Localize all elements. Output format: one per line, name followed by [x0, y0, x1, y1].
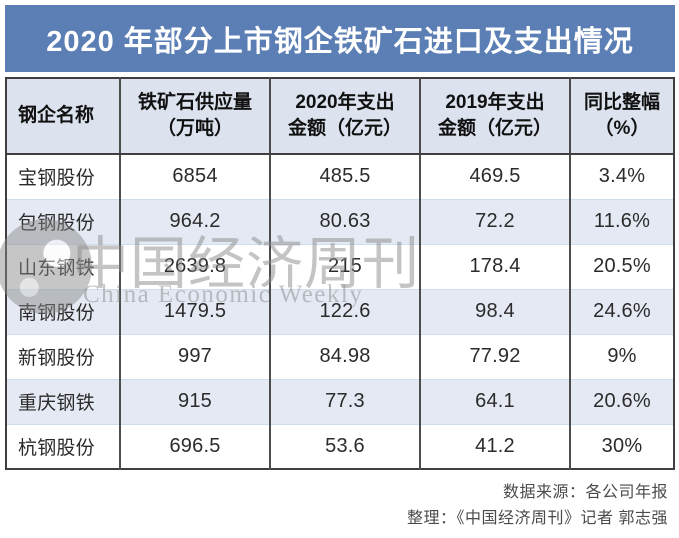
company-name-cell: 包钢股份 — [6, 198, 120, 244]
value-cell: 3.4% — [569, 154, 674, 199]
value-cell: 24.6% — [569, 288, 674, 334]
value-cell: 20.6% — [569, 378, 674, 424]
value-cell: 11.6% — [569, 198, 674, 244]
editor-credit-line: 整理：《中国经济周刊》记者 郭志强 — [407, 510, 668, 527]
value-cell: 997 — [119, 333, 270, 379]
title-bar: 2020 年部分上市钢企铁矿石进口及支出情况 — [5, 5, 675, 72]
company-name-cell: 南钢股份 — [6, 288, 120, 334]
company-name-cell: 杭钢股份 — [6, 423, 120, 469]
value-cell: 964.2 — [119, 198, 270, 244]
value-cell: 72.2 — [419, 198, 570, 244]
value-cell: 1479.5 — [119, 288, 270, 334]
data-table-wrap: 钢企名称 铁矿石供应量 （万吨） 2020年支出 金额（亿元） 2019年支出 … — [5, 77, 675, 470]
header-supply: 铁矿石供应量 （万吨） — [119, 78, 270, 155]
value-cell: 9% — [569, 333, 674, 379]
footer-credits: 数据来源：各公司年报 整理：《中国经济周刊》记者 郭志强 — [407, 480, 668, 532]
table-row: 新钢股份 997 84.98 77.92 9% — [6, 333, 674, 379]
value-cell: 64.1 — [419, 378, 570, 424]
table-row: 宝钢股份 6854 485.5 469.5 3.4% — [6, 154, 674, 199]
value-cell: 6854 — [119, 154, 270, 199]
data-source-line: 数据来源：各公司年报 — [502, 484, 668, 501]
table-row: 包钢股份 964.2 80.63 72.2 11.6% — [6, 198, 674, 244]
header-company: 钢企名称 — [6, 78, 120, 155]
table-header-row: 钢企名称 铁矿石供应量 （万吨） 2020年支出 金额（亿元） 2019年支出 … — [6, 78, 674, 155]
company-name-cell: 新钢股份 — [6, 333, 120, 379]
value-cell: 20.5% — [569, 243, 674, 289]
value-cell: 77.92 — [419, 333, 570, 379]
table-row: 南钢股份 1479.5 122.6 98.4 24.6% — [6, 288, 674, 334]
table-body: 宝钢股份 6854 485.5 469.5 3.4% 包钢股份 964.2 80.63 72.2… — [6, 154, 674, 469]
value-cell: 77.3 — [269, 378, 420, 424]
company-name-cell: 重庆钢铁 — [6, 378, 120, 424]
value-cell: 696.5 — [119, 423, 270, 469]
steel-companies-table: 钢企名称 铁矿石供应量 （万吨） 2020年支出 金额（亿元） 2019年支出 … — [5, 77, 675, 470]
value-cell: 215 — [269, 243, 420, 289]
value-cell: 30% — [569, 423, 674, 469]
value-cell: 485.5 — [269, 154, 420, 199]
table-row: 杭钢股份 696.5 53.6 41.2 30% — [6, 423, 674, 469]
company-name-cell: 宝钢股份 — [6, 154, 120, 199]
header-yoy: 同比整幅 （%） — [569, 78, 674, 155]
value-cell: 178.4 — [419, 243, 570, 289]
page-title: 2020 年部分上市钢企铁矿石进口及支出情况 — [46, 25, 634, 58]
value-cell: 2639.8 — [119, 243, 270, 289]
value-cell: 41.2 — [419, 423, 570, 469]
value-cell: 915 — [119, 378, 270, 424]
table-row: 山东钢铁 2639.8 215 178.4 20.5% — [6, 243, 674, 289]
header-spend-2019: 2019年支出 金额（亿元） — [419, 78, 570, 155]
value-cell: 53.6 — [269, 423, 420, 469]
value-cell: 84.98 — [269, 333, 420, 379]
table-row: 重庆钢铁 915 77.3 64.1 20.6% — [6, 378, 674, 424]
value-cell: 469.5 — [419, 154, 570, 199]
header-spend-2020: 2020年支出 金额（亿元） — [269, 78, 420, 155]
value-cell: 80.63 — [269, 198, 420, 244]
value-cell: 98.4 — [419, 288, 570, 334]
company-name-cell: 山东钢铁 — [6, 243, 120, 289]
value-cell: 122.6 — [269, 288, 420, 334]
